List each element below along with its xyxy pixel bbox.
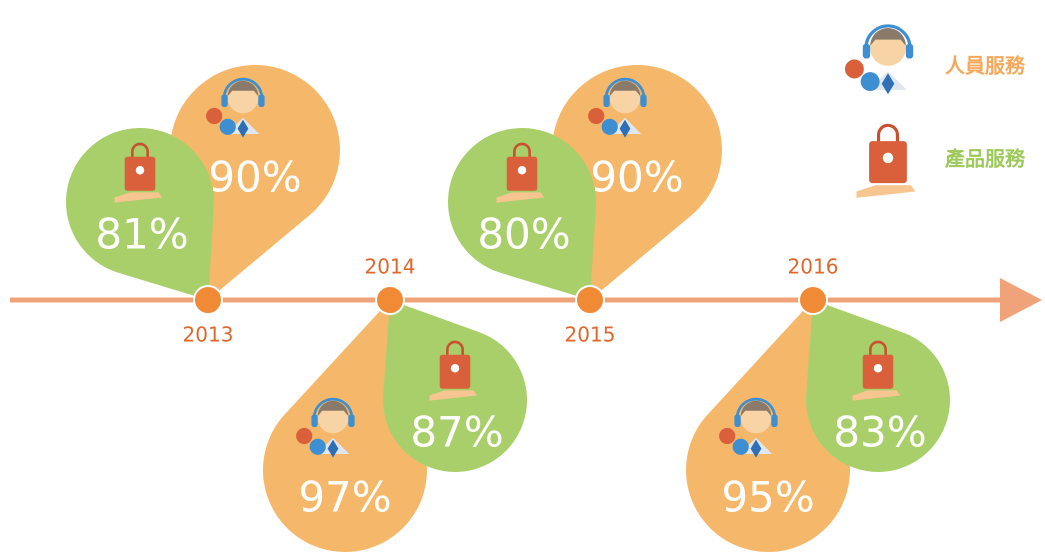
staff-icon bbox=[845, 26, 913, 94]
icon-bubble bbox=[733, 439, 749, 455]
icon-ear bbox=[906, 44, 913, 59]
product-percent: 80% bbox=[477, 210, 570, 259]
icon-handle bbox=[879, 125, 898, 143]
icon-ear bbox=[771, 414, 777, 427]
staff-percent: 90% bbox=[208, 153, 301, 202]
icon-ear bbox=[221, 94, 227, 107]
icon-bubble bbox=[220, 119, 236, 135]
icon-ear bbox=[603, 94, 609, 107]
year-node bbox=[576, 286, 604, 314]
year-node bbox=[376, 286, 404, 314]
staff-percent: 95% bbox=[721, 473, 814, 522]
icon-ear bbox=[734, 414, 740, 427]
icon-ear bbox=[311, 414, 317, 427]
product-percent: 87% bbox=[410, 408, 503, 457]
legend-product: 產品服務 bbox=[945, 147, 1026, 171]
icon-dot bbox=[518, 166, 527, 175]
icon-dot bbox=[874, 364, 883, 373]
product-icon bbox=[857, 125, 916, 197]
year-label: 2016 bbox=[788, 255, 839, 279]
product-percent: 81% bbox=[95, 210, 188, 259]
product-percent: 83% bbox=[833, 408, 926, 457]
icon-bubble bbox=[861, 72, 880, 91]
icon-dot bbox=[136, 166, 145, 175]
icon-bubble bbox=[845, 60, 864, 79]
staff-percent: 90% bbox=[590, 153, 683, 202]
year-label: 2013 bbox=[183, 323, 234, 347]
icon-bubble bbox=[602, 119, 618, 135]
timeline-arrow bbox=[1000, 278, 1042, 322]
year-node bbox=[799, 286, 827, 314]
icon-bubble bbox=[588, 108, 604, 124]
icon-ear bbox=[640, 94, 646, 107]
icon-bubble bbox=[719, 428, 735, 444]
year-label: 2014 bbox=[365, 255, 416, 279]
legend-staff: 人員服務 bbox=[945, 54, 1026, 78]
icon-bubble bbox=[296, 428, 312, 444]
icon-bubble bbox=[206, 108, 222, 124]
icon-ear bbox=[863, 44, 870, 59]
icon-dot bbox=[451, 364, 460, 373]
icon-hand bbox=[857, 185, 916, 198]
icon-bubble bbox=[310, 439, 326, 455]
year-node bbox=[194, 286, 222, 314]
icon-ear bbox=[258, 94, 264, 107]
icon-dot bbox=[883, 153, 894, 164]
year-label: 2015 bbox=[565, 323, 616, 347]
icon-ear bbox=[348, 414, 354, 427]
staff-percent: 97% bbox=[298, 473, 391, 522]
timeline-infographic: 人員服務 產品服務 90% 81% 2013 97% 87% 2014 90% 80% 2015… bbox=[0, 0, 1045, 552]
